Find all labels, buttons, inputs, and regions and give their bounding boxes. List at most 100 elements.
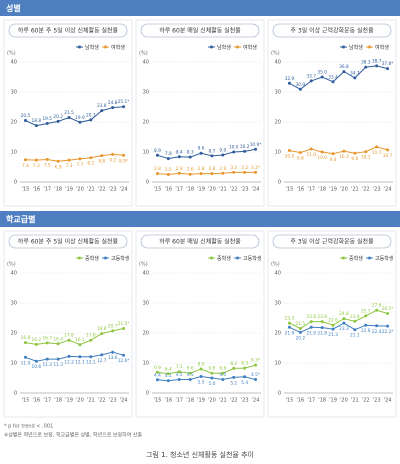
y-tick-label: 10	[11, 361, 17, 367]
data-label: 4.1	[165, 373, 172, 379]
data-label: 8.9*	[119, 158, 129, 164]
series-line	[25, 153, 124, 162]
data-point	[56, 357, 60, 361]
data-label: 11.9	[21, 360, 31, 366]
data-label: 8.1	[87, 161, 94, 167]
data-label: 9.4	[330, 157, 337, 163]
data-point	[67, 338, 71, 342]
x-tick-label: '19	[65, 187, 73, 193]
x-tick-label: '18	[318, 187, 326, 193]
data-label: 6.6	[209, 366, 216, 372]
y-tick-label: 10	[275, 361, 281, 367]
data-point	[23, 119, 27, 122]
data-point	[386, 312, 390, 315]
y-tick-label: 40	[11, 60, 17, 66]
data-label: 23.8	[97, 103, 107, 109]
x-tick-label: '22	[230, 398, 238, 404]
legend-label: 남학생	[217, 44, 231, 51]
data-label: 22.6	[361, 328, 371, 334]
data-point	[243, 375, 247, 379]
data-label: 10.5	[285, 154, 295, 160]
data-point	[243, 149, 247, 153]
x-tick-label: '20	[208, 398, 216, 404]
data-point	[353, 151, 357, 155]
x-tick-label: '15	[154, 187, 162, 193]
data-point	[298, 87, 302, 91]
data-label: 2.9	[219, 166, 226, 172]
y-tick-label: 30	[11, 301, 17, 307]
data-point	[34, 342, 38, 346]
y-tick-label: 20	[143, 331, 149, 337]
data-label: 9.0	[219, 148, 226, 154]
data-point	[100, 154, 104, 158]
x-tick-label: '21	[351, 398, 359, 404]
legend-label: 남학생	[349, 44, 363, 51]
data-point	[23, 341, 27, 345]
data-point	[89, 118, 93, 122]
data-point	[122, 353, 126, 357]
data-label: 5.2	[230, 380, 237, 386]
title-box	[140, 234, 260, 249]
x-tick-label: '22	[230, 187, 238, 193]
data-point	[342, 149, 346, 153]
data-label: 38.3	[361, 60, 371, 66]
x-tick-label: '18	[318, 398, 326, 404]
data-point	[254, 363, 258, 367]
legend-marker	[368, 45, 371, 49]
data-label: 7.1	[176, 364, 183, 370]
series-line	[157, 148, 256, 160]
y-tick-label: 20	[11, 331, 17, 337]
data-point	[210, 172, 214, 176]
data-point	[353, 319, 357, 323]
data-point	[89, 355, 93, 359]
chart-title: 주 3일 이상 근력강화운동 실천율	[290, 27, 374, 35]
data-label: 7.8	[165, 151, 172, 157]
y-tick-label: 20	[275, 120, 281, 126]
data-label: 34.7	[350, 70, 360, 76]
x-tick-label: '21	[219, 398, 227, 404]
data-point	[298, 151, 302, 155]
series-line	[25, 351, 124, 362]
x-tick-label: '18	[186, 187, 194, 193]
data-label: 4.5*	[251, 372, 261, 378]
data-point	[254, 147, 258, 151]
x-tick-label: '15	[286, 398, 294, 404]
data-label: 17.6	[86, 333, 96, 339]
data-point	[331, 80, 335, 84]
data-point	[309, 320, 313, 324]
data-point	[45, 357, 49, 361]
data-point	[23, 158, 27, 162]
series-line	[25, 106, 124, 127]
data-label: 5.5	[198, 380, 205, 386]
data-point	[243, 366, 247, 370]
x-tick-label: '17	[43, 398, 51, 404]
x-tick-label: '17	[307, 187, 315, 193]
x-tick-label: '20	[340, 398, 348, 404]
legend-label: 고등학생	[375, 255, 394, 262]
data-point	[45, 341, 49, 345]
legend-marker	[104, 45, 107, 49]
y-tick-label: 40	[11, 271, 17, 277]
y-tick-label: 0	[278, 180, 281, 186]
x-tick-label: '17	[175, 187, 183, 193]
data-point	[320, 320, 324, 324]
data-point	[386, 67, 390, 71]
data-point	[67, 116, 71, 119]
y-tick-label: 10	[11, 150, 17, 156]
data-label: 6.6	[187, 366, 194, 372]
data-label: 4.4	[154, 372, 161, 378]
x-tick-label: '17	[175, 398, 183, 404]
data-label: 19.8	[97, 326, 107, 332]
data-label: 4.5	[187, 372, 194, 378]
data-label: 8.8	[98, 159, 105, 165]
data-label: 8.4	[176, 149, 183, 155]
y-tick-label: 40	[275, 60, 281, 66]
y-tick-label: 0	[14, 180, 17, 186]
data-label: 2.5	[165, 167, 172, 173]
data-label: 24.8	[108, 100, 118, 106]
caption: 그림 1. 청소년 신체활동 실천율 추이	[146, 450, 254, 459]
data-label: 21.1	[350, 333, 360, 339]
x-tick-label: '23	[241, 398, 249, 404]
series-line	[157, 171, 256, 176]
data-label: 7.5	[44, 163, 51, 169]
